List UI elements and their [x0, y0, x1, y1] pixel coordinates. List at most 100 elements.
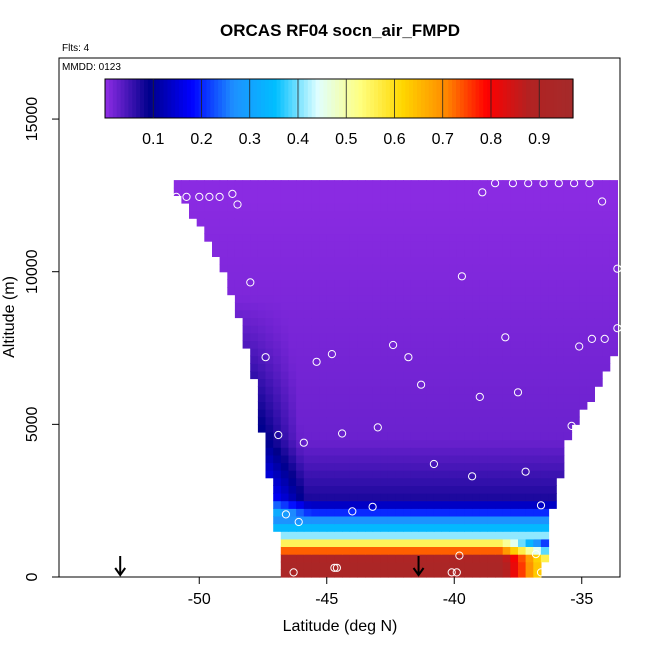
observation-point	[312, 357, 321, 366]
heatmap-cell	[349, 554, 358, 563]
heatmap-cell	[433, 447, 442, 456]
heatmap-cell	[326, 332, 335, 341]
heatmap-cell	[395, 187, 404, 196]
heatmap-cell	[410, 287, 420, 296]
heatmap-cell	[357, 225, 366, 235]
heatmap-cell	[296, 225, 305, 235]
heatmap-cell	[556, 248, 565, 257]
heatmap-cell	[456, 332, 465, 341]
heatmap-cell	[556, 264, 565, 273]
heatmap-cell	[403, 203, 412, 212]
heatmap-cell	[387, 233, 397, 242]
colorbar-segment	[128, 79, 133, 118]
heatmap-cell	[319, 210, 328, 219]
heatmap-cell	[280, 439, 289, 448]
heatmap-cell	[518, 454, 527, 464]
heatmap-cell	[533, 485, 542, 494]
heatmap-cell	[273, 180, 282, 189]
heatmap-cell	[196, 203, 205, 212]
heatmap-cell	[280, 500, 289, 509]
heatmap-cell	[571, 241, 580, 250]
heatmap-cell	[426, 386, 435, 395]
colorbar-segment	[284, 79, 289, 118]
heatmap-cell	[449, 363, 458, 372]
observation-point	[368, 502, 377, 511]
heatmap-cell	[387, 256, 397, 265]
heatmap-cell	[472, 401, 481, 410]
heatmap-cell	[426, 195, 435, 204]
heatmap-cell	[518, 508, 527, 517]
heatmap-cell	[487, 538, 496, 547]
heatmap-cell	[380, 424, 389, 433]
heatmap-cell	[387, 325, 397, 334]
heatmap-cell	[602, 218, 611, 227]
heatmap-cell	[479, 515, 488, 525]
heatmap-cell	[487, 393, 496, 402]
heatmap-cell	[395, 538, 404, 547]
heatmap-cell	[349, 500, 358, 509]
heatmap-cell	[479, 470, 488, 479]
heatmap-cell	[556, 218, 565, 227]
heatmap-cell	[518, 325, 527, 334]
heatmap-cell	[472, 180, 481, 189]
colorbar-segment	[155, 79, 161, 118]
heatmap-cell	[487, 554, 496, 563]
heatmap-cell	[311, 409, 320, 418]
heatmap-cell	[365, 294, 374, 303]
heatmap-cell	[372, 401, 381, 410]
heatmap-cell	[365, 546, 374, 555]
heatmap-cell	[403, 386, 412, 395]
heatmap-cell	[311, 271, 320, 280]
heatmap-cell	[525, 493, 534, 502]
heatmap-cell	[326, 393, 335, 402]
heatmap-cell	[288, 309, 297, 319]
heatmap-cell	[326, 470, 335, 479]
observation-point	[587, 334, 597, 343]
heatmap-cell	[556, 470, 565, 479]
heatmap-cell	[311, 225, 320, 235]
heatmap-cell	[334, 203, 343, 212]
heatmap-cell	[433, 477, 442, 486]
heatmap-cell	[357, 355, 366, 364]
heatmap-cell	[540, 523, 550, 532]
heatmap-cell	[342, 279, 351, 288]
heatmap-cell	[280, 233, 289, 242]
heatmap-cell	[319, 187, 328, 196]
heatmap-cell	[441, 500, 450, 509]
heatmap-cell	[326, 523, 335, 532]
heatmap-cell	[257, 287, 267, 296]
heatmap-cell	[472, 569, 481, 578]
heatmap-cell	[433, 416, 442, 425]
heatmap-cell	[563, 363, 573, 372]
heatmap-cell	[326, 279, 335, 288]
heatmap-cell	[234, 233, 244, 242]
heatmap-cell	[548, 279, 557, 288]
heatmap-cell	[548, 241, 557, 250]
heatmap-cell	[609, 317, 618, 326]
heatmap-cell	[365, 485, 374, 494]
heatmap-cell	[418, 271, 427, 280]
heatmap-cell	[563, 210, 573, 219]
heatmap-cell	[602, 309, 611, 319]
heatmap-cell	[495, 561, 504, 570]
heatmap-cell	[472, 424, 481, 433]
heatmap-cell	[212, 233, 221, 242]
heatmap-cell	[326, 248, 335, 257]
heatmap-cell	[280, 447, 289, 456]
heatmap-cell	[326, 287, 335, 296]
heatmap-cell	[449, 309, 458, 319]
heatmap-cell	[533, 538, 542, 547]
heatmap-cell	[357, 340, 366, 349]
heatmap-cell	[311, 363, 320, 372]
heatmap-cell	[426, 485, 435, 494]
heatmap-cell	[426, 416, 435, 425]
heatmap-cell	[510, 416, 519, 425]
heatmap-cell	[265, 195, 274, 204]
heatmap-cell	[602, 187, 611, 196]
heatmap-cell	[479, 248, 488, 257]
heatmap-cell	[311, 485, 320, 494]
heatmap-cell	[510, 363, 519, 372]
heatmap-cell	[296, 180, 305, 189]
heatmap-cell	[472, 325, 481, 334]
observation-point	[299, 438, 308, 447]
